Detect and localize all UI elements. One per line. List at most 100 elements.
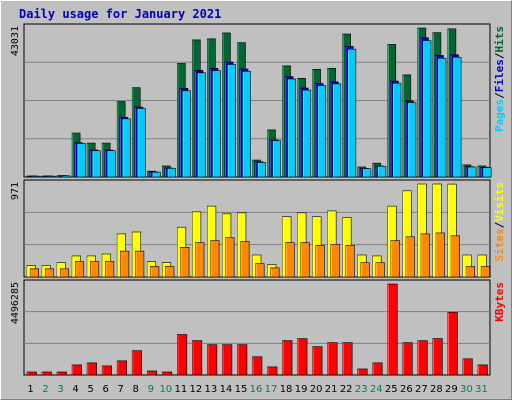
bar-sites-day-17 xyxy=(270,267,280,278)
bar-kbytes-day-29 xyxy=(447,311,458,376)
bar-kbytes-day-6 xyxy=(101,365,112,376)
bar-pages-day-14 xyxy=(227,64,236,178)
x-tick-label-17: 17 xyxy=(265,384,278,395)
x-tick-label-27: 27 xyxy=(415,384,428,395)
bar-kbytes-day-28 xyxy=(432,338,443,376)
bar-kbytes-day-3 xyxy=(56,371,67,376)
panel-2-ymax-label: 971 xyxy=(10,182,21,200)
x-tick-label-11: 11 xyxy=(174,384,187,395)
bar-kbytes-day-2 xyxy=(41,371,52,376)
bar-kbytes-day-31 xyxy=(477,364,488,376)
bar-sites-day-14 xyxy=(225,237,235,278)
x-tick-label-15: 15 xyxy=(235,384,248,395)
bar-sites-day-4 xyxy=(74,261,85,278)
x-tick-label-4: 4 xyxy=(72,384,78,395)
bar-pages-day-11 xyxy=(182,90,191,178)
bar-pages-day-21 xyxy=(332,83,342,178)
bar-sites-day-27 xyxy=(420,233,430,278)
x-tick-label-20: 20 xyxy=(310,384,323,395)
bar-sites-day-18 xyxy=(285,242,295,278)
bar-pages-day-8 xyxy=(137,108,146,178)
chart-title: Daily usage for January 2021 xyxy=(19,7,222,21)
bar-kbytes-day-8 xyxy=(131,350,143,376)
bar-kbytes-day-1 xyxy=(26,371,37,376)
bar-sites-day-21 xyxy=(330,244,340,278)
bar-pages-day-20 xyxy=(317,85,327,178)
bar-kbytes-day-23 xyxy=(357,368,368,376)
bar-kbytes-day-22 xyxy=(342,342,353,376)
panel-1-ymax-label: 43031 xyxy=(10,26,21,56)
bar-sites-day-6 xyxy=(105,261,115,278)
bar-kbytes-day-17 xyxy=(267,366,278,376)
bar-sites-day-23 xyxy=(360,262,370,278)
legend-hits: Hits xyxy=(493,26,506,53)
x-tick-label-30: 30 xyxy=(460,384,473,395)
bar-kbytes-day-14 xyxy=(222,344,233,376)
bar-kbytes-day-27 xyxy=(417,340,428,376)
bar-sites-day-9 xyxy=(150,266,160,278)
x-tick-label-22: 22 xyxy=(340,384,353,395)
bar-pages-day-26 xyxy=(407,102,417,178)
bar-kbytes-day-5 xyxy=(86,362,97,376)
legend-slash: / xyxy=(493,221,506,228)
bar-kbytes-day-20 xyxy=(312,346,323,376)
bar-pages-day-4 xyxy=(76,143,86,178)
x-tick-label-10: 10 xyxy=(159,384,172,395)
bar-pages-day-31 xyxy=(482,167,492,178)
x-tick-label-1: 1 xyxy=(27,384,33,395)
x-tick-label-19: 19 xyxy=(295,384,308,395)
bar-pages-day-3 xyxy=(61,175,71,178)
bar-sites-day-2 xyxy=(44,268,55,278)
bar-kbytes-day-15 xyxy=(237,344,248,376)
bar-pages-day-23 xyxy=(362,168,372,178)
bar-pages-day-30 xyxy=(467,166,477,178)
bar-sites-day-16 xyxy=(255,263,265,278)
bar-pages-day-2 xyxy=(46,175,56,178)
legend-slash: / xyxy=(493,92,506,99)
x-tick-label-5: 5 xyxy=(87,384,93,395)
bar-sites-day-15 xyxy=(240,241,250,278)
x-tick-label-29: 29 xyxy=(445,384,458,395)
bar-sites-day-10 xyxy=(165,266,175,278)
bar-sites-day-29 xyxy=(450,235,460,278)
x-tick-label-23: 23 xyxy=(355,384,368,395)
bar-pages-day-9 xyxy=(152,171,161,178)
panel-3-legend: KBytes xyxy=(493,282,506,322)
bar-sites-day-22 xyxy=(345,245,355,278)
bar-kbytes-day-18 xyxy=(282,340,293,376)
legend-visits: Visits xyxy=(493,182,506,222)
legend-sites: Sites xyxy=(493,228,506,261)
bar-kbytes-day-25 xyxy=(387,283,398,376)
x-tick-label-18: 18 xyxy=(280,384,293,395)
x-tick-label-9: 9 xyxy=(148,384,154,395)
bar-kbytes-day-19 xyxy=(297,338,308,376)
x-tick-label-14: 14 xyxy=(220,384,233,395)
bar-pages-day-1 xyxy=(31,175,41,178)
bar-pages-day-12 xyxy=(197,72,206,178)
x-tick-label-24: 24 xyxy=(370,384,383,395)
bar-pages-day-6 xyxy=(107,150,116,178)
bar-kbytes-day-11 xyxy=(177,334,188,376)
bar-sites-day-11 xyxy=(180,247,190,278)
x-tick-label-12: 12 xyxy=(190,384,203,395)
bar-sites-day-25 xyxy=(390,240,400,278)
x-tick-label-7: 7 xyxy=(118,384,124,395)
x-tick-label-25: 25 xyxy=(385,384,398,395)
bar-kbytes-day-16 xyxy=(252,356,263,376)
bar-sites-day-12 xyxy=(195,242,205,278)
bar-pages-day-22 xyxy=(347,48,357,178)
bar-sites-day-26 xyxy=(405,236,415,278)
legend-kbytes: KBytes xyxy=(493,282,506,322)
legend-files: Files xyxy=(493,59,506,92)
bar-pages-day-28 xyxy=(437,57,447,178)
bar-sites-day-24 xyxy=(375,262,385,278)
x-tick-label-6: 6 xyxy=(102,384,108,395)
bar-pages-day-7 xyxy=(122,118,131,178)
bar-pages-day-25 xyxy=(392,82,402,178)
bar-pages-day-17 xyxy=(272,140,282,178)
bar-sites-day-7 xyxy=(120,250,130,278)
bar-kbytes-day-7 xyxy=(116,360,127,376)
x-tick-label-8: 8 xyxy=(133,384,139,395)
bar-kbytes-day-9 xyxy=(146,370,158,376)
bar-pages-day-10 xyxy=(167,168,176,178)
